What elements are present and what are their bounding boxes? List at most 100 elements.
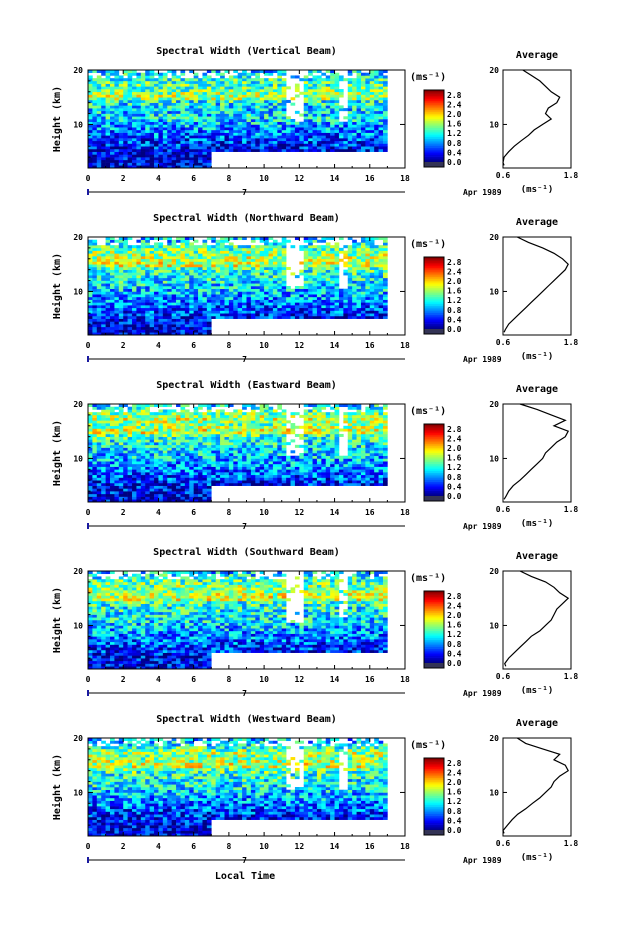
colorbar-tick-label: 0.0: [447, 158, 462, 167]
x-tick-label: 14: [330, 174, 340, 183]
date-label: Apr 1989: [463, 689, 502, 698]
x-tick-label: 10: [259, 842, 269, 851]
x-tick-label: 0: [86, 675, 91, 684]
x-tick-label: 16: [365, 174, 375, 183]
height-axis-label: Height (km): [51, 587, 63, 653]
x-tick-label: 14: [330, 842, 340, 851]
y-tick-label: 20: [73, 233, 83, 242]
x-tick-label: 18: [400, 675, 410, 684]
average-x-tick: 1.8: [564, 505, 579, 514]
y-tick-label: 20: [73, 734, 83, 743]
y-tick-label: 10: [73, 788, 83, 797]
x-tick-label: 14: [330, 675, 340, 684]
x-tick-label: 14: [330, 508, 340, 517]
height-axis-label: Height (km): [51, 420, 63, 486]
average-title: Average: [516, 217, 558, 228]
height-axis-label: Height (km): [51, 86, 63, 152]
y-tick-label: 10: [73, 287, 83, 296]
average-line: [504, 237, 568, 332]
colorbar-tick-label: 2.0: [447, 444, 462, 453]
colorbar-tick-label: 1.6: [447, 454, 462, 463]
x-tick-label: 6: [191, 174, 196, 183]
colorbar-tick-label: 0.4: [447, 649, 462, 658]
average-units-label: (ms⁻¹): [521, 185, 554, 195]
average-units-label: (ms⁻¹): [521, 352, 554, 362]
x-tick-label: 6: [191, 842, 196, 851]
x-tick-label: 16: [365, 842, 375, 851]
x-tick-label: 18: [400, 341, 410, 350]
day-label: 7: [242, 689, 247, 698]
colorbar-tick-label: 2.4: [447, 100, 462, 109]
x-tick-label: 12: [295, 508, 305, 517]
average-y-tick: 10: [489, 454, 499, 463]
average-y-tick: 20: [489, 66, 499, 75]
units-label: (ms⁻¹): [410, 740, 446, 751]
date-label: Apr 1989: [463, 355, 502, 364]
panel-title: Spectral Width (Eastward Beam): [156, 379, 337, 391]
x-tick-label: 16: [365, 675, 375, 684]
colorbar-tick-label: 0.0: [447, 325, 462, 334]
colorbar-tick-label: 2.8: [447, 91, 462, 100]
average-units-label: (ms⁻¹): [521, 519, 554, 529]
units-label: (ms⁻¹): [410, 573, 446, 584]
colorbar-tick-label: 2.4: [447, 267, 462, 276]
average-units-label: (ms⁻¹): [521, 853, 554, 863]
average-title: Average: [516, 718, 558, 729]
y-tick-label: 20: [73, 567, 83, 576]
x-axis-label: Local Time: [215, 870, 275, 882]
colorbar-tick-label: 0.4: [447, 315, 462, 324]
average-x-tick: 1.8: [564, 672, 579, 681]
average-x-tick: 1.8: [564, 338, 579, 347]
units-label: (ms⁻¹): [410, 406, 446, 417]
x-tick-label: 8: [226, 508, 231, 517]
colorbar-tick-label: 1.2: [447, 630, 462, 639]
colorbar-tick-label: 2.4: [447, 768, 462, 777]
x-tick-label: 8: [226, 174, 231, 183]
y-tick-label: 20: [73, 400, 83, 409]
panel-title: Spectral Width (Westward Beam): [156, 713, 337, 725]
x-tick-label: 12: [295, 341, 305, 350]
y-tick-label: 10: [73, 621, 83, 630]
colorbar-tick-label: 1.6: [447, 287, 462, 296]
colorbar-tick-label: 1.6: [447, 788, 462, 797]
x-tick-label: 18: [400, 508, 410, 517]
colorbar-tick-label: 2.0: [447, 611, 462, 620]
colorbar: [424, 758, 444, 835]
average-y-tick: 20: [489, 400, 499, 409]
average-line: [504, 404, 568, 499]
y-tick-label: 10: [73, 120, 83, 129]
height-axis-label: Height (km): [51, 253, 63, 319]
colorbar-tick-label: 2.8: [447, 425, 462, 434]
x-tick-label: 18: [400, 842, 410, 851]
x-tick-label: 4: [156, 842, 161, 851]
units-label: (ms⁻¹): [410, 239, 446, 250]
day-label: 7: [242, 355, 247, 364]
heatmap: [88, 70, 388, 168]
colorbar-tick-label: 1.2: [447, 296, 462, 305]
x-tick-label: 0: [86, 842, 91, 851]
average-title: Average: [516, 384, 558, 395]
average-y-tick: 10: [489, 788, 499, 797]
average-line: [503, 70, 560, 165]
colorbar-tick-label: 2.0: [447, 110, 462, 119]
panel-title: Spectral Width (Southward Beam): [153, 546, 340, 558]
average-x-tick: 0.6: [496, 505, 511, 514]
x-tick-label: 10: [259, 675, 269, 684]
colorbar-tick-label: 0.0: [447, 659, 462, 668]
colorbar-tick-label: 1.2: [447, 129, 462, 138]
x-tick-label: 0: [86, 174, 91, 183]
x-tick-label: 6: [191, 341, 196, 350]
date-label: Apr 1989: [463, 856, 502, 865]
colorbar-tick-label: 2.4: [447, 434, 462, 443]
panel-title: Spectral Width (Vertical Beam): [156, 45, 337, 57]
x-tick-label: 12: [295, 174, 305, 183]
